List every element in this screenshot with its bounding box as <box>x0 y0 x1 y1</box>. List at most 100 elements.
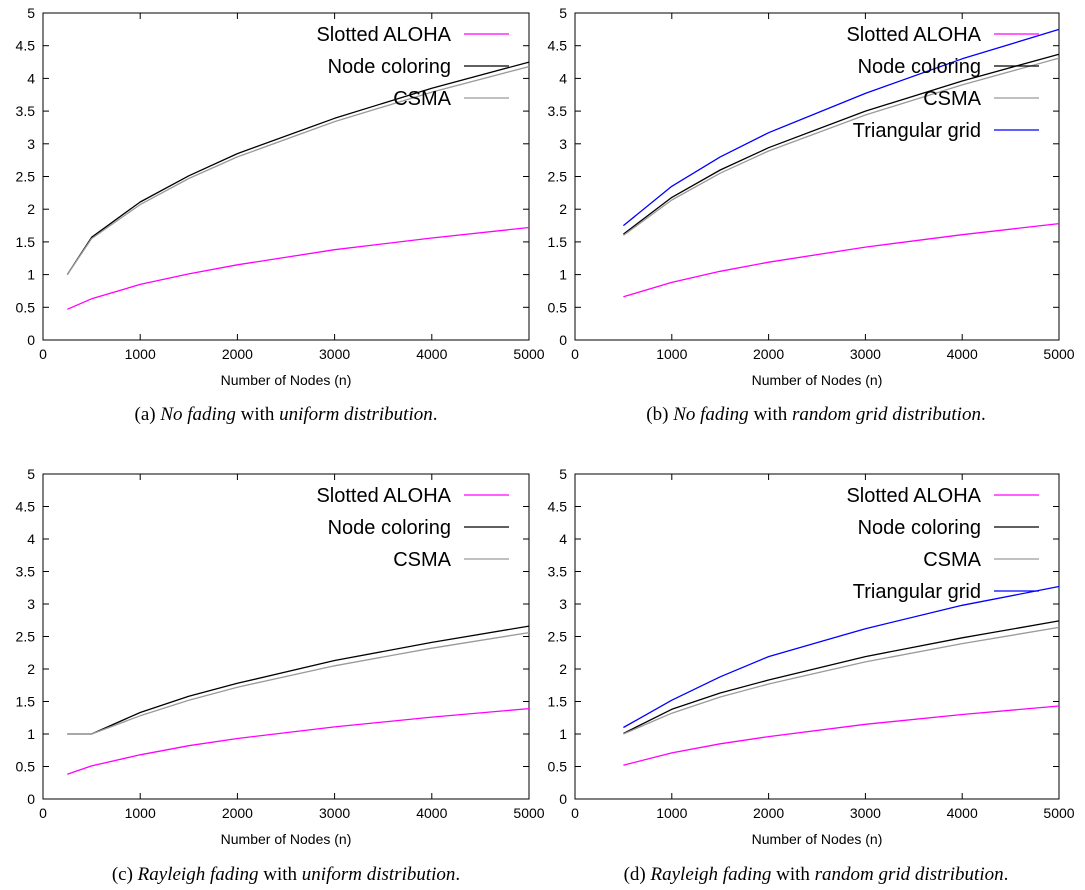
y-tick-label: 4.5 <box>548 499 568 515</box>
y-tick-label: 3.5 <box>548 103 568 119</box>
caption-text: Rayleigh fading <box>137 864 259 885</box>
x-tick-label: 4000 <box>947 805 978 821</box>
y-tick-label: 5 <box>559 5 567 21</box>
y-tick-label: 4.5 <box>16 499 36 515</box>
y-tick-label: 0.5 <box>548 759 568 775</box>
y-tick-label: 4.5 <box>548 38 568 54</box>
y-tick-label: 2.5 <box>16 169 36 185</box>
legend: Slotted ALOHA Node coloring CSMA <box>316 24 509 110</box>
y-tick-label: 2.5 <box>548 629 568 645</box>
x-axis-label: Number of Nodes (n) <box>221 372 352 388</box>
caption-text: with <box>236 404 279 425</box>
x-tick-label: 5000 <box>513 805 544 821</box>
legend-label: Slotted ALOHA <box>316 485 451 507</box>
series-line-node-coloring <box>623 53 1060 235</box>
y-tick-label: 1.5 <box>16 694 36 710</box>
legend-label: CSMA <box>393 88 451 110</box>
figure-caption: (c) Rayleigh fading with uniform distrib… <box>112 864 460 885</box>
x-tick-label: 1000 <box>125 346 156 362</box>
y-tick-label: 3 <box>559 596 567 612</box>
series-line-slotted-aloha <box>623 222 1060 298</box>
caption-text: random grid distribution <box>815 864 1004 885</box>
caption-text: . <box>433 404 438 425</box>
x-tick-label: 3000 <box>850 805 881 821</box>
x-tick-label: 0 <box>571 346 579 362</box>
y-tick-label: 3 <box>559 136 567 152</box>
plot-frame <box>42 473 530 800</box>
legend-label: Triangular grid <box>853 581 981 603</box>
x-tick-label: 5000 <box>1043 805 1074 821</box>
legend: Slotted ALOHA Node coloring CSMA Triangular… <box>846 485 1039 603</box>
y-tick-label: 1 <box>559 267 567 283</box>
x-tick-label: 5000 <box>1043 346 1074 362</box>
y-tick-label: 3.5 <box>16 103 36 119</box>
caption-text: with <box>771 864 814 885</box>
series-line-slotted-aloha <box>67 707 530 775</box>
y-tick-label: 3.5 <box>16 564 36 580</box>
series-line-node-coloring <box>623 620 1060 734</box>
y-tick-label: 4 <box>559 531 567 547</box>
y-tick-label: 1 <box>27 726 35 742</box>
y-tick-label: 0.5 <box>16 299 36 315</box>
y-tick-label: 0 <box>27 332 35 348</box>
y-tick-label: 2 <box>27 201 35 217</box>
legend-label: CSMA <box>923 88 981 110</box>
caption-text: No fading <box>159 404 235 425</box>
series-line-csma <box>623 57 1060 236</box>
caption-label: (d) <box>624 864 651 885</box>
figure-caption: (b) No fading with random grid distribut… <box>646 404 985 425</box>
y-tick-label: 2.5 <box>548 169 568 185</box>
x-tick-label: 4000 <box>947 346 978 362</box>
x-tick-label: 0 <box>571 805 579 821</box>
chart-panel-3: 0 0.5 1 1.5 2 2.5 3 3.5 4 4.5 5 0 1000 2000 3000 4000 50… <box>16 466 545 885</box>
caption-text: uniform distribution <box>302 864 456 885</box>
x-tick-label: 2000 <box>753 805 784 821</box>
caption-label: (a) <box>135 404 161 425</box>
y-tick-label: 1.5 <box>16 234 36 250</box>
y-tick-label: 4 <box>27 531 35 547</box>
x-tick-label: 0 <box>39 805 47 821</box>
x-tick-label: 4000 <box>416 805 447 821</box>
series-line-triangular-grid <box>623 585 1060 729</box>
y-tick-label: 1 <box>559 726 567 742</box>
plot-frame <box>574 12 1060 341</box>
legend-label: CSMA <box>923 549 981 571</box>
legend-label: Node coloring <box>328 517 451 539</box>
series-line-csma <box>66 65 530 275</box>
y-tick-label: 0.5 <box>548 299 568 315</box>
figure-caption: (d) Rayleigh fading with random grid dis… <box>624 864 1009 885</box>
y-tick-label: 3 <box>27 136 35 152</box>
chart-panel-2: 0 0.5 1 1.5 2 2.5 3 3.5 4 4.5 5 0 1000 2000 3000 4000 50… <box>548 5 1075 425</box>
x-axis-label: Number of Nodes (n) <box>752 831 883 847</box>
y-tick-label: 1 <box>27 267 35 283</box>
y-tick-label: 5 <box>559 466 567 482</box>
y-tick-label: 3 <box>27 596 35 612</box>
y-tick-label: 4.5 <box>16 38 36 54</box>
x-tick-label: 1000 <box>656 346 687 362</box>
caption-text: No fading <box>672 404 748 425</box>
y-tick-label: 2 <box>559 201 567 217</box>
series-line-csma <box>67 631 530 735</box>
y-tick-label: 2 <box>27 661 35 677</box>
figure-caption: (a) No fading with uniform distribution. <box>135 404 438 425</box>
y-tick-label: 3.5 <box>548 564 568 580</box>
y-tick-label: 1.5 <box>548 694 568 710</box>
y-tick-label: 0.5 <box>16 759 36 775</box>
x-tick-label: 2000 <box>222 805 253 821</box>
y-tick-label: 0 <box>559 332 567 348</box>
x-tick-label: 5000 <box>513 346 544 362</box>
legend-label: Slotted ALOHA <box>316 24 451 46</box>
series-line-slotted-aloha <box>67 226 530 310</box>
y-tick-label: 4 <box>27 70 35 86</box>
y-tick-label: 4 <box>559 70 567 86</box>
x-tick-label: 3000 <box>319 346 350 362</box>
x-axis-label: Number of Nodes (n) <box>221 831 352 847</box>
x-tick-label: 1000 <box>656 805 687 821</box>
y-tick-label: 0 <box>559 791 567 807</box>
legend-label: Triangular grid <box>853 120 981 142</box>
caption-text: uniform distribution <box>279 404 433 425</box>
legend: Slotted ALOHA Node coloring CSMA Triangular… <box>846 24 1039 142</box>
chart-panel-4: 0 0.5 1 1.5 2 2.5 3 3.5 4 4.5 5 0 1000 2000 3000 4000 50… <box>548 466 1075 885</box>
series-line-triangular-grid <box>622 28 1060 227</box>
